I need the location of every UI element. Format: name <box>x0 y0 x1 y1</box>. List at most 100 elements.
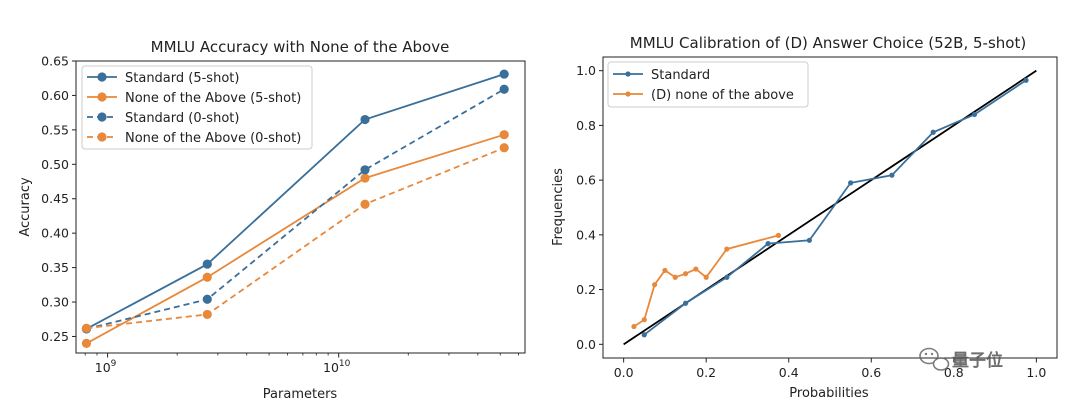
accuracy-chart-title: MMLU Accuracy with None of the Above <box>151 38 450 56</box>
y-tick-label: 1.0 <box>576 63 596 78</box>
data-point <box>641 317 647 323</box>
accuracy-legend: Standard (5-shot) None of the Above (5-s… <box>81 65 313 150</box>
series-line-3 <box>86 146 505 330</box>
legend-nota-0shot: None of the Above (0-shot) <box>125 131 301 146</box>
y-tick-label: 0.0 <box>576 337 596 352</box>
data-point <box>724 246 730 252</box>
series-line-0 <box>85 73 505 330</box>
legend-none-of-the-above: (D) none of the above <box>651 88 794 103</box>
data-point <box>1023 77 1029 83</box>
legend-marker <box>97 72 107 82</box>
x-tick-label: 0.8 <box>944 365 964 380</box>
legend-marker <box>97 112 107 122</box>
legend-standard-5shot: Standard (5-shot) <box>125 71 239 86</box>
y-tick-label: 0.50 <box>41 157 69 172</box>
accuracy-x-label: Parameters <box>263 387 338 402</box>
x-tick-label: 1.0 <box>1026 365 1046 380</box>
data-point <box>81 323 92 333</box>
data-point <box>499 84 509 94</box>
accuracy-legend-markers <box>87 72 117 142</box>
watermark: 量子位 <box>919 347 1003 371</box>
calibration-legend-markers <box>613 71 643 97</box>
data-point <box>360 114 370 125</box>
data-point <box>930 129 936 135</box>
data-point <box>682 300 689 306</box>
y-tick-label: 0.60 <box>41 88 69 103</box>
legend-standard-0shot: Standard (0-shot) <box>125 111 239 126</box>
calibration-y-ticks: 0.0 0.2 0.4 0.6 0.8 1.0 <box>576 63 603 352</box>
calibration-legend-box <box>607 61 809 108</box>
legend-standard: Standard <box>651 68 710 83</box>
y-tick-label: 0.40 <box>41 226 69 241</box>
x-tick-label: 0.0 <box>614 365 634 380</box>
legend-marker <box>97 92 107 102</box>
data-point <box>81 338 92 348</box>
calibration-plot-frame <box>602 56 1058 359</box>
data-point <box>360 199 370 209</box>
wechat-icon <box>919 347 950 371</box>
data-point <box>682 271 689 277</box>
series-line-1 <box>85 133 505 345</box>
data-point <box>631 323 637 330</box>
data-point <box>724 274 730 280</box>
y-tick-label: 0.2 <box>576 282 596 297</box>
calibration-legend: Standard (D) none of the above <box>607 61 809 108</box>
y-tick-label: 0.4 <box>576 227 596 242</box>
legend-nota-5shot: None of the Above (5-shot) <box>125 91 301 106</box>
data-point <box>202 272 212 282</box>
y-tick-label: 0.30 <box>41 295 69 310</box>
data-point <box>765 241 771 247</box>
calibration-x-ticks: 0.0 0.2 0.4 0.6 0.8 1.0 <box>614 358 1046 380</box>
data-point <box>848 180 854 186</box>
y-tick-label: 0.8 <box>576 118 596 133</box>
data-point <box>775 232 782 239</box>
y-tick-label: 0.55 <box>41 122 69 137</box>
data-point <box>806 237 812 243</box>
data-point <box>703 274 709 280</box>
series-line-0 <box>643 79 1027 336</box>
legend-marker <box>625 91 631 97</box>
data-point <box>662 267 668 274</box>
y-tick-label: 0.25 <box>41 329 69 344</box>
data-point <box>499 69 509 79</box>
calibration-x-label: Probabilities <box>789 386 869 401</box>
x-tick-label: 0.6 <box>861 365 881 380</box>
accuracy-x-ticks: 109 1010 <box>84 353 519 375</box>
data-point <box>499 143 509 153</box>
data-point <box>202 259 212 269</box>
data-point <box>641 332 647 338</box>
y-tick-label: 0.65 <box>41 54 69 69</box>
series-line-2 <box>86 88 505 330</box>
accuracy-y-ticks: 0.25 0.30 0.35 0.40 0.45 0.50 0.55 0.60 0.65 <box>41 54 76 344</box>
data-point <box>889 172 895 178</box>
x-tick-label: 1010 <box>323 359 351 375</box>
calibration-series <box>623 69 1037 346</box>
accuracy-y-label: Accuracy <box>18 177 33 237</box>
accuracy-legend-box <box>81 65 313 150</box>
data-point <box>693 266 699 272</box>
x-tick-label: 0.4 <box>779 365 799 380</box>
series-line-1 <box>633 234 779 328</box>
data-point <box>360 173 370 183</box>
accuracy-series <box>81 69 509 348</box>
data-point <box>360 165 370 175</box>
calibration-chart-title: MMLU Calibration of (D) Answer Choice (5… <box>630 34 1026 52</box>
x-tick-label: 109 <box>95 359 117 375</box>
data-point <box>202 294 212 304</box>
accuracy-plot-frame <box>75 60 526 354</box>
y-tick-label: 0.35 <box>41 260 69 275</box>
x-tick-label: 0.2 <box>696 365 716 380</box>
y-tick-label: 0.45 <box>41 191 69 206</box>
data-point <box>651 282 658 288</box>
calibration-chart: MMLU Calibration of (D) Answer Choice (5… <box>551 34 1058 401</box>
data-point <box>499 130 509 140</box>
calibration-y-label: Frequencies <box>551 168 566 246</box>
legend-marker <box>625 71 631 77</box>
watermark-text: 量子位 <box>952 350 1003 371</box>
y-tick-label: 0.6 <box>576 173 596 188</box>
accuracy-chart: MMLU Accuracy with None of the Above 0.2… <box>18 38 526 402</box>
data-point <box>202 309 212 320</box>
data-point <box>971 111 978 118</box>
data-point <box>672 274 678 280</box>
